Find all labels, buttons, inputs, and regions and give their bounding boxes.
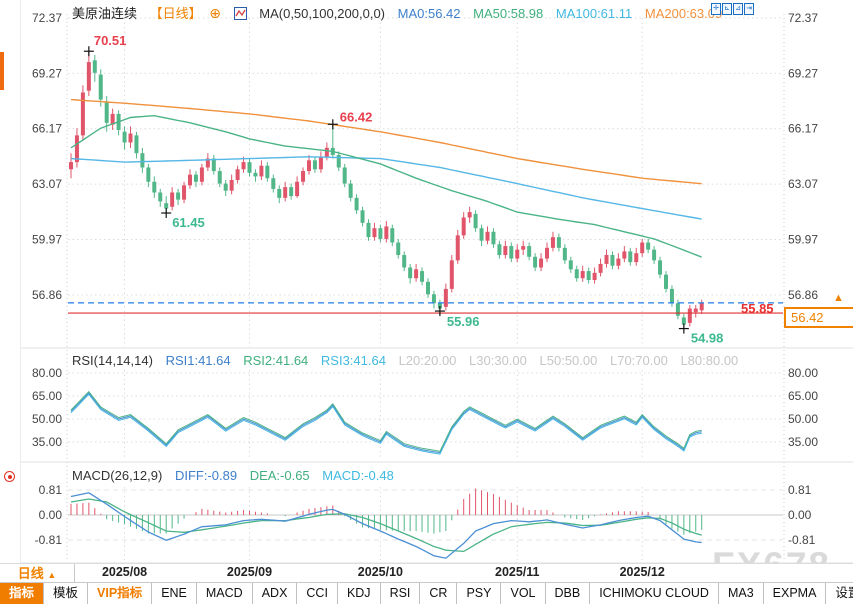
left-sidebar: [0, 0, 21, 563]
svg-text:0.00: 0.00: [788, 508, 812, 522]
svg-text:59.97: 59.97: [32, 232, 62, 246]
indicator-tab-设置[interactable]: 设置: [826, 583, 853, 604]
svg-text:72.37: 72.37: [788, 11, 818, 25]
indicator-tab-expma[interactable]: EXPMA: [764, 583, 827, 604]
x-axis-month-label: 2025/08: [101, 565, 148, 579]
x-axis-row: 日线 ▲ 2025/08 2025/09 2025/10 2025/11 2025/12: [0, 563, 853, 583]
svg-text:55.96: 55.96: [447, 314, 480, 329]
rsi-formula: RSI(14,14,14): [72, 353, 153, 368]
indicator-tab-rsi[interactable]: RSI: [381, 583, 421, 604]
svg-text:61.45: 61.45: [172, 215, 205, 230]
indicator-tab-dbb[interactable]: DBB: [546, 583, 591, 604]
add-icon[interactable]: ⊕: [209, 5, 222, 21]
svg-text:35.00: 35.00: [788, 435, 818, 449]
svg-text:65.00: 65.00: [788, 389, 818, 403]
axis-scale-left-icon[interactable]: ⊾: [722, 3, 732, 15]
svg-text:0.81: 0.81: [39, 483, 63, 497]
svg-text:80.00: 80.00: [32, 366, 62, 380]
last-price-box: 56.42: [784, 307, 853, 328]
indicator-tab-cr[interactable]: CR: [420, 583, 458, 604]
indicator-tab-psy[interactable]: PSY: [457, 583, 502, 604]
chevron-up-icon: ▲: [47, 570, 57, 580]
sidebar-orange-strip: [0, 52, 4, 90]
period-selector[interactable]: 日线 ▲: [0, 564, 75, 583]
indicator-tab-macd[interactable]: MACD: [197, 583, 253, 604]
dea-value: DEA:-0.65: [249, 468, 310, 483]
svg-text:50.00: 50.00: [32, 412, 62, 426]
crosshair-move-icon[interactable]: ✛: [711, 3, 721, 15]
svg-text:66.42: 66.42: [340, 109, 373, 124]
ma200-value: MA200:63.09: [644, 6, 723, 21]
indicator-tab-vol[interactable]: VOL: [501, 583, 546, 604]
settlement-price-label: 55.85: [741, 301, 774, 316]
main-chart-header: 美原油连续 【日线】 ⊕ MA(0,50,100,200,0,0) MA0:56…: [72, 3, 731, 22]
axis-scale-right-icon[interactable]: ⊿: [733, 3, 743, 15]
indicator-tab-模板[interactable]: 模板: [44, 583, 89, 604]
macd-value: MACD:-0.48: [322, 468, 394, 483]
svg-text:70.51: 70.51: [94, 33, 127, 48]
macd-header: MACD(26,12,9) DIFF:-0.89 DEA:-0.65 MACD:…: [72, 468, 403, 483]
svg-text:59.97: 59.97: [788, 232, 818, 246]
indicator-tab-ichimoku-cloud[interactable]: ICHIMOKU CLOUD: [590, 583, 719, 604]
macd-formula: MACD(26,12,9): [72, 468, 163, 483]
ma0-value: MA0:56.42: [397, 6, 461, 21]
svg-text:0.81: 0.81: [788, 483, 812, 497]
rsi-l80: L80:80.00: [680, 353, 739, 368]
rsi1-value: RSI1:41.64: [165, 353, 231, 368]
chart-tools: ✛ ⊾ ⊿ ⇥: [711, 3, 754, 15]
ma50-value: MA50:58.98: [473, 6, 544, 21]
period-tag[interactable]: 【日线】: [149, 6, 202, 21]
ma-formula: MA(0,50,100,200,0,0): [259, 6, 386, 21]
indicator-tab-vip指标[interactable]: VIP指标: [88, 583, 153, 604]
x-axis-month-label: 2025/09: [226, 565, 273, 579]
indicator-tab-kdj[interactable]: KDJ: [338, 583, 381, 604]
svg-text:66.17: 66.17: [788, 122, 818, 136]
svg-text:-0.81: -0.81: [35, 533, 63, 547]
rsi-header: RSI(14,14,14) RSI1:41.64 RSI2:41.64 RSI3…: [72, 353, 747, 368]
indicator-tab-ene[interactable]: ENE: [152, 583, 197, 604]
rsi-l50: L50:50.00: [539, 353, 598, 368]
ma100-value: MA100:61.11: [555, 6, 633, 21]
indicator-tab-adx[interactable]: ADX: [253, 583, 298, 604]
svg-text:80.00: 80.00: [788, 366, 818, 380]
x-axis-month-label: 2025/10: [357, 565, 403, 579]
svg-text:54.98: 54.98: [691, 331, 724, 346]
symbol-name: 美原油连续: [72, 6, 138, 21]
svg-text:63.07: 63.07: [788, 177, 818, 191]
x-axis-month-label: 2025/12: [619, 565, 665, 579]
svg-text:66.17: 66.17: [32, 122, 62, 136]
svg-text:63.07: 63.07: [32, 177, 62, 191]
svg-text:69.27: 69.27: [32, 66, 62, 80]
diff-value: DIFF:-0.89: [174, 468, 238, 483]
price-up-arrow-icon: ▲: [833, 292, 844, 304]
rsi-l20: L20:20.00: [398, 353, 457, 368]
svg-text:35.00: 35.00: [32, 435, 62, 449]
rsi-l30: L30:30.00: [469, 353, 527, 368]
svg-text:-0.81: -0.81: [788, 533, 816, 547]
chart-type-icon[interactable]: [233, 6, 251, 21]
svg-text:69.27: 69.27: [788, 66, 818, 80]
period-label: 日线: [17, 566, 44, 581]
rsi2-value: RSI2:41.64: [243, 353, 309, 368]
svg-text:0.00: 0.00: [39, 508, 63, 522]
x-axis-month-label: 2025/11: [495, 565, 540, 579]
rsi-l70: L70:70.00: [609, 353, 668, 368]
indicator-tab-指标[interactable]: 指标: [0, 583, 45, 604]
svg-text:50.00: 50.00: [788, 412, 818, 426]
indicator-tab-ma3[interactable]: MA3: [719, 583, 764, 604]
shift-chart-icon[interactable]: ⇥: [744, 3, 754, 15]
svg-text:65.00: 65.00: [32, 389, 62, 403]
rsi3-value: RSI3:41.64: [320, 353, 386, 368]
target-icon[interactable]: [4, 471, 15, 482]
svg-text:56.86: 56.86: [788, 288, 818, 302]
indicator-tab-cci[interactable]: CCI: [297, 583, 338, 604]
indicator-toolbar: 指标 模板 VIP指标 ENE MACD ADX CCI KDJ RSI CR PSY VOL DBB I…: [0, 582, 853, 605]
svg-text:56.86: 56.86: [32, 288, 62, 302]
svg-text:72.37: 72.37: [32, 11, 62, 25]
